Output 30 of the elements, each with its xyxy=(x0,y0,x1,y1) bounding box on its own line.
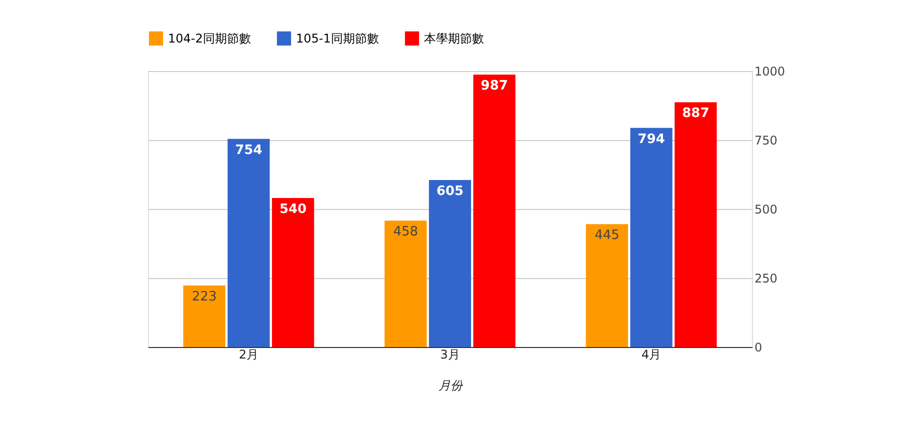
x-tick-label: 4月 xyxy=(642,348,662,362)
y-tick-label: 250 xyxy=(754,272,778,286)
data-label: 540 xyxy=(279,202,307,217)
bar xyxy=(183,285,226,347)
data-label: 987 xyxy=(480,78,508,94)
x-tick-label: 2月 xyxy=(238,348,258,362)
data-label: 605 xyxy=(436,184,464,200)
data-label: 445 xyxy=(594,228,620,244)
legend-label: 本學期節數 xyxy=(424,31,484,46)
data-label: 223 xyxy=(192,289,217,304)
x-tick-label: 3月 xyxy=(440,348,460,362)
bar xyxy=(428,180,472,347)
data-label: 754 xyxy=(235,142,262,158)
y-tick-label: 500 xyxy=(754,202,778,216)
bar xyxy=(674,102,717,347)
y-tick-label: 750 xyxy=(754,134,778,148)
bar xyxy=(630,128,672,347)
bar xyxy=(473,74,516,347)
x-axis-title: 月份 xyxy=(438,378,464,392)
bar xyxy=(586,224,628,347)
bar xyxy=(228,138,270,347)
data-label: 458 xyxy=(393,224,418,240)
legend-label: 104-2同期節數 xyxy=(168,31,251,46)
data-label: 794 xyxy=(638,132,665,147)
legend-label: 105-1同期節數 xyxy=(296,31,379,46)
bar xyxy=(384,220,427,347)
y-tick-label: 0 xyxy=(754,340,762,354)
bar xyxy=(272,198,314,347)
data-label: 887 xyxy=(682,106,710,122)
y-tick-label: 1000 xyxy=(754,64,786,78)
